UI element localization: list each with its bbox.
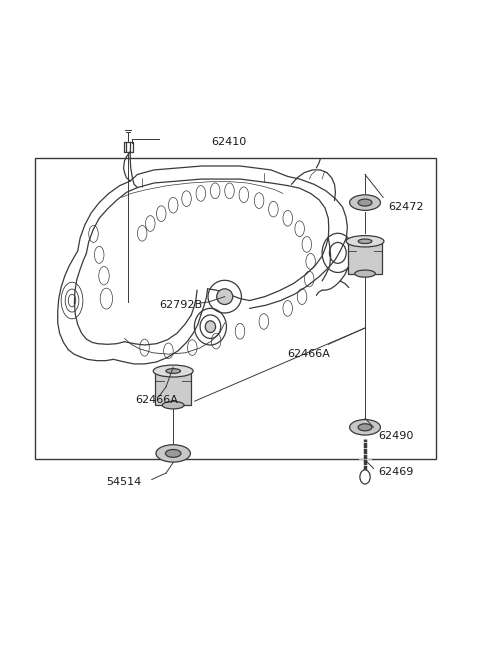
Bar — [348, 241, 382, 274]
Text: 62472: 62472 — [388, 202, 423, 212]
Ellipse shape — [358, 424, 372, 431]
Ellipse shape — [162, 401, 184, 409]
Text: 62410: 62410 — [211, 137, 247, 147]
Text: 62466A: 62466A — [135, 395, 178, 405]
Text: 62466A: 62466A — [288, 349, 331, 359]
Ellipse shape — [349, 195, 381, 211]
Ellipse shape — [166, 449, 181, 457]
Text: 62469: 62469 — [378, 466, 414, 477]
Bar — [35, 158, 436, 459]
Ellipse shape — [216, 289, 233, 304]
Text: 62490: 62490 — [378, 431, 414, 441]
Ellipse shape — [358, 239, 372, 243]
Ellipse shape — [166, 369, 180, 373]
Ellipse shape — [346, 236, 384, 247]
Ellipse shape — [360, 470, 370, 484]
Ellipse shape — [358, 199, 372, 206]
Ellipse shape — [349, 420, 381, 435]
Ellipse shape — [355, 270, 375, 277]
Ellipse shape — [153, 365, 193, 377]
Text: 54514: 54514 — [107, 476, 142, 487]
Text: 62792B: 62792B — [159, 300, 202, 310]
Ellipse shape — [205, 321, 216, 333]
Bar — [155, 371, 192, 405]
Ellipse shape — [156, 445, 191, 462]
